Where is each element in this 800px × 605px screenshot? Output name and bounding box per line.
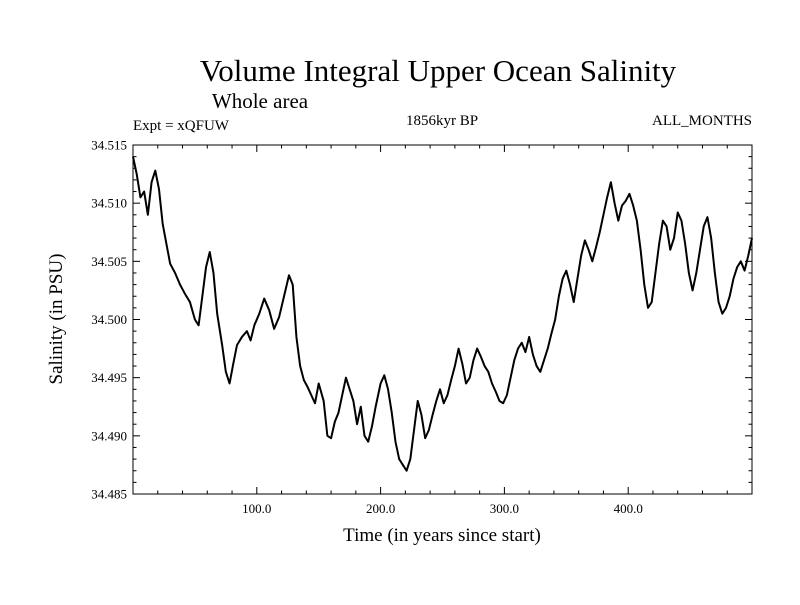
x-tick-label: 300.0 [490, 501, 519, 516]
experiment-label: Expt = xQFUW [133, 118, 230, 134]
chart-title: Volume Integral Upper Ocean Salinity [200, 53, 677, 88]
y-tick-label: 34.490 [91, 428, 127, 443]
y-tick-label: 34.505 [91, 254, 127, 269]
y-axis-label: Salinity (in PSU) [46, 254, 67, 385]
y-tick-label: 34.485 [91, 487, 127, 502]
x-tick-label: 400.0 [614, 501, 643, 516]
period-label: 1856kyr BP [406, 113, 478, 129]
y-tick-label: 34.515 [91, 138, 127, 153]
y-tick-label: 34.510 [91, 196, 127, 211]
x-tick-label: 100.0 [242, 501, 271, 516]
y-axis: 34.485 34.490 34.495 34.500 34.505 34.510 34.5… [91, 138, 752, 502]
x-axis-label: Time (in years since start) [343, 525, 541, 546]
y-tick-label: 34.500 [91, 312, 127, 327]
plot-frame [132, 144, 753, 495]
chart-subtitle: Whole area [212, 89, 309, 113]
months-label: ALL_MONTHS [652, 113, 752, 129]
y-tick-label: 34.495 [91, 370, 127, 385]
series-line-salinity [132, 156, 753, 472]
x-tick-label: 200.0 [366, 501, 395, 516]
series-group [132, 156, 753, 472]
x-axis: 100.0 200.0 300.0 400.0 [157, 145, 728, 516]
